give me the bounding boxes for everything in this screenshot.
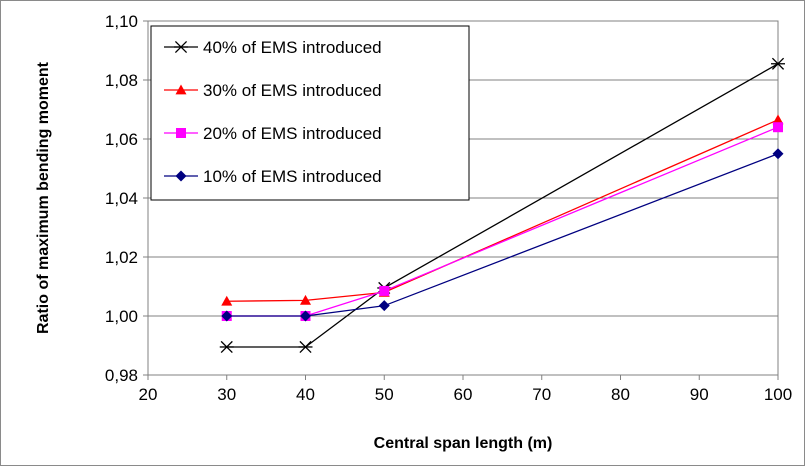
x-tick-label: 30 (217, 385, 236, 404)
legend-box (150, 25, 470, 201)
series-line (226, 153, 779, 317)
x-axis-title: Central span length (m) (374, 435, 553, 452)
data-point (221, 295, 233, 306)
data-point (298, 340, 313, 354)
axes: 0,98 1,00 1,02 1,04 1,06 1,08 1,10 20 30 40 50 60 70… (105, 12, 792, 404)
legend-entry: 40% of EMS introduced (164, 38, 382, 57)
y-tick-label: 0,98 (105, 366, 138, 385)
legend-marker (174, 40, 188, 54)
legend-label: 10% of EMS introduced (203, 167, 382, 186)
data-point (379, 285, 390, 296)
x-tick-label: 50 (375, 385, 394, 404)
data-point (378, 300, 390, 312)
y-axis-title: Ratio of maximum bending moment (35, 61, 52, 334)
y-tick-label: 1,08 (105, 71, 138, 90)
data-point (773, 122, 783, 133)
data-point (772, 114, 784, 125)
series-3 (221, 148, 784, 322)
data-point (300, 294, 311, 305)
y-tick-label: 1,02 (105, 248, 138, 267)
data-series (219, 57, 785, 354)
legend: 40% of EMS introduced 30% of EMS introduc… (150, 25, 470, 201)
legend-marker (176, 128, 186, 138)
legend-label: 30% of EMS introduced (203, 81, 382, 100)
series-line (226, 119, 779, 302)
y-tick-label: 1,00 (105, 307, 138, 326)
x-tick-label: 90 (690, 385, 709, 404)
data-point (772, 148, 784, 160)
data-point (221, 310, 233, 322)
data-point (300, 310, 311, 322)
y-tick-label: 1,10 (105, 12, 138, 31)
legend-entry: 10% of EMS introduced (164, 167, 382, 186)
legend-marker (175, 84, 187, 95)
legend-label: 40% of EMS introduced (203, 38, 382, 57)
y-tick-label: 1,04 (105, 189, 138, 208)
x-tick-label: 80 (611, 385, 630, 404)
data-point (219, 340, 234, 354)
legend-entry: 20% of EMS introduced (164, 124, 382, 143)
legend-entry: 30% of EMS introduced (164, 81, 382, 100)
series-line (226, 63, 779, 348)
x-tick-label: 60 (454, 385, 473, 404)
y-tick-label: 1,06 (105, 130, 138, 149)
x-tick-label: 70 (532, 385, 551, 404)
x-tick-label: 40 (296, 385, 315, 404)
legend-marker (175, 170, 187, 182)
data-point (771, 57, 785, 70)
legend-label: 20% of EMS introduced (203, 124, 382, 143)
x-tick-label: 100 (764, 385, 792, 404)
x-tick-label: 20 (139, 385, 158, 404)
